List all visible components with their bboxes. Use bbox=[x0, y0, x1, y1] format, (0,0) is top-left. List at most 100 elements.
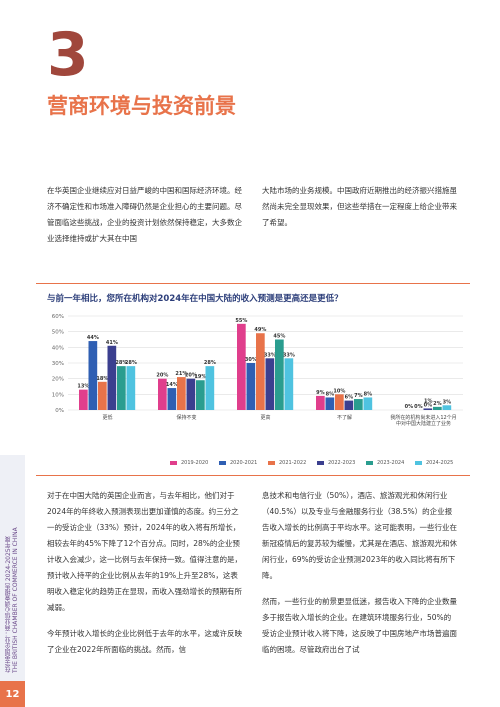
data-label: 10% bbox=[333, 388, 345, 394]
chart-bar bbox=[79, 389, 88, 410]
y-tick-label: 30% bbox=[52, 361, 64, 367]
body-left-paragraph-2: 今年预计收入增长的企业比例低于去年的水平，这或许反映了企业在2022年所面临的挑… bbox=[47, 629, 242, 654]
chart-bar bbox=[117, 366, 126, 410]
y-tick-label: 20% bbox=[52, 377, 64, 383]
x-category-label: 不了解 bbox=[337, 414, 352, 421]
legend-label: 2021-2022 bbox=[279, 460, 307, 466]
chart-legend: 2019-2020 2020-2021 2021-2022 2022-2023 2023… bbox=[170, 460, 470, 470]
chart-divider-top bbox=[36, 283, 470, 284]
chart-bar bbox=[205, 366, 215, 410]
body-right-paragraph-2: 然而，一些行业的前景更显低迷，报告收入下降的企业数量多于报告收入增长的企业。在建… bbox=[262, 597, 457, 654]
chart-bar bbox=[186, 378, 196, 410]
data-label: 49% bbox=[254, 327, 266, 333]
data-label: 14% bbox=[166, 382, 178, 388]
y-tick-label: 60% bbox=[52, 314, 64, 320]
intro-paragraph-right: 大陆市场的业务规模。中国政府近期推出的经济振兴措施虽然尚未完全显现效果，但这些举… bbox=[262, 186, 457, 227]
legend-swatch bbox=[268, 460, 275, 465]
chart-bar bbox=[275, 339, 284, 410]
sidebar-report-title: 在华英国企业：商业信心调查报告 2024-2025年度 THE BRITISH … bbox=[0, 455, 25, 675]
chart-bar bbox=[246, 363, 256, 410]
legend-label: 2019-2020 bbox=[181, 460, 209, 466]
data-label: 13% bbox=[77, 384, 89, 390]
data-label-extra: 1% bbox=[424, 398, 433, 404]
legend-swatch bbox=[415, 460, 422, 465]
intro-paragraph-left: 在华英国企业继续应对日益严峻的中国和国际经济环境。经济不确定性和市场准入障碍仍然… bbox=[47, 186, 242, 243]
chart-bar bbox=[237, 323, 246, 410]
body-column-left: 对于在中国大陆的英国企业而言，与去年相比，他们对于2024年的年终收入预测表现出… bbox=[47, 488, 243, 668]
legend-label: 2023-2024 bbox=[377, 460, 405, 466]
revenue-forecast-chart: 60% 50% 40% 30% 20% 10% 0% 13% 44% 18% 41% 28% 28% 更低… bbox=[38, 308, 468, 476]
data-label: 9% bbox=[316, 390, 325, 396]
body-left-paragraph-1: 对于在中国大陆的英国企业而言，与去年相比，他们对于2024年的年终收入预测表现出… bbox=[47, 491, 242, 612]
body-column-right: 息技术和电信行业（50%），酒店、旅游观光和休闲行业（40.5%）以及专业与金融… bbox=[262, 488, 458, 668]
chart-bar bbox=[316, 395, 325, 410]
chart-bar bbox=[88, 341, 98, 410]
legend-item: 2020-2021 bbox=[219, 460, 257, 466]
chart-bar bbox=[442, 405, 452, 410]
data-label: 0% bbox=[405, 404, 414, 410]
data-label: 28% bbox=[115, 360, 127, 366]
x-category-label: 中对中国大陆建立了业务 bbox=[396, 420, 451, 427]
chart-bar bbox=[335, 394, 344, 410]
data-label: 0% bbox=[414, 404, 423, 410]
chart-bar bbox=[98, 381, 107, 410]
legend-item: 2021-2022 bbox=[268, 460, 306, 466]
x-category-label: 保持不变 bbox=[176, 414, 196, 421]
chart-bar bbox=[177, 377, 186, 410]
data-label: 44% bbox=[87, 335, 99, 341]
data-label: 28% bbox=[125, 360, 137, 366]
legend-item: 2022-2023 bbox=[317, 460, 355, 466]
chart-divider-bottom bbox=[36, 475, 470, 476]
data-label: 3% bbox=[443, 399, 452, 405]
data-label: 7% bbox=[354, 393, 363, 399]
chart-bar bbox=[344, 400, 354, 410]
x-category-label: 更高 bbox=[260, 414, 270, 421]
chart-title: 与前一年相比，您所在机构对2024年在中国大陆的收入预测是更高还是更低？ bbox=[47, 294, 343, 304]
legend-label: 2022-2023 bbox=[328, 460, 356, 466]
legend-swatch bbox=[317, 460, 324, 465]
chart-bar bbox=[433, 406, 442, 410]
data-label: 19% bbox=[194, 374, 206, 380]
y-tick-label: 10% bbox=[52, 392, 64, 398]
chart-bar bbox=[158, 378, 167, 410]
chart-bar bbox=[265, 358, 275, 410]
chart-bar bbox=[363, 397, 373, 410]
chart-bar bbox=[196, 380, 205, 410]
legend-label: 2024-2025 bbox=[426, 460, 454, 466]
legend-swatch bbox=[366, 460, 373, 465]
y-tick-label: 40% bbox=[52, 345, 64, 351]
legend-item: 2023-2024 bbox=[366, 460, 404, 466]
sidebar-title-en: THE BRITISH CHAMBER OF COMMERCE IN CHINA bbox=[12, 527, 19, 673]
data-label: 41% bbox=[106, 340, 118, 346]
y-tick-label: 50% bbox=[52, 330, 64, 336]
chart-bar bbox=[126, 366, 136, 410]
data-label: 21% bbox=[175, 371, 187, 377]
data-label: 20% bbox=[156, 373, 168, 379]
data-label: 8% bbox=[364, 391, 373, 397]
data-label: 45% bbox=[273, 334, 285, 340]
data-label: 28% bbox=[204, 360, 216, 366]
chart-bar bbox=[423, 408, 433, 410]
sidebar-band bbox=[0, 455, 25, 707]
chart-bar bbox=[325, 397, 335, 410]
chart-bar bbox=[284, 358, 294, 410]
chart-bar bbox=[167, 388, 177, 410]
data-label: 20% bbox=[185, 373, 197, 379]
legend-item: 2024-2025 bbox=[415, 460, 453, 466]
data-label: 18% bbox=[96, 376, 108, 382]
chart-svg: 60%50%40%30%20%10%0%13%44%18%41%28%28%更低… bbox=[52, 314, 463, 427]
data-label: 0% bbox=[424, 402, 433, 408]
x-category-label: 我所在的机构尚未进入12个月 bbox=[390, 414, 456, 421]
chart-bar bbox=[354, 399, 363, 410]
page-number: 12 bbox=[0, 681, 25, 707]
chart-bar bbox=[256, 333, 265, 410]
data-label: 2% bbox=[433, 401, 442, 407]
data-label: 8% bbox=[326, 391, 335, 397]
chart-bar bbox=[107, 345, 117, 410]
x-category-label: 更低 bbox=[102, 414, 112, 421]
data-label: 6% bbox=[345, 395, 354, 401]
chapter-title: 营商环境与投资前景 bbox=[47, 94, 236, 118]
data-label: 33% bbox=[264, 352, 276, 358]
chapter-number: 3 bbox=[47, 20, 89, 90]
y-tick-label: 0% bbox=[55, 408, 64, 414]
